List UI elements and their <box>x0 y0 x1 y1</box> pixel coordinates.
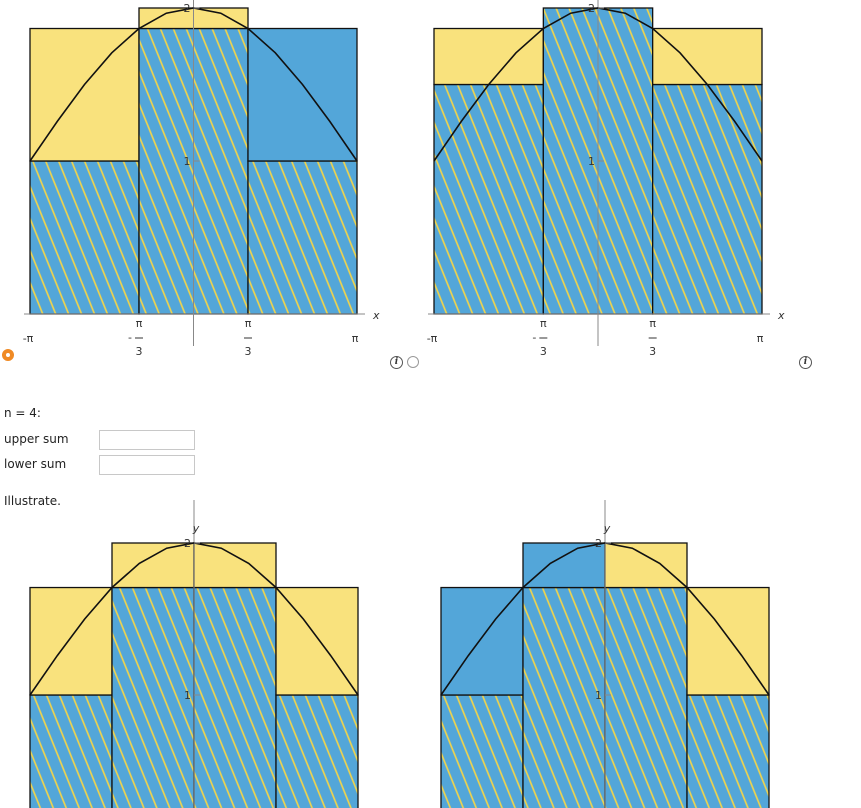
n-label: n = 4: <box>4 406 41 420</box>
rectangle-hatch <box>247 160 358 315</box>
x-tick-den: 3 <box>136 345 143 358</box>
rectangle-hatch <box>433 83 544 315</box>
radio[interactable] <box>407 356 419 368</box>
rectangle-hatch <box>275 694 359 808</box>
graph-upper-left: 12x-ππ3-π3π <box>23 0 380 358</box>
x-tick-sign: - <box>532 331 536 344</box>
x-tick-num: π <box>540 317 547 330</box>
x-axis-label: x <box>372 309 380 322</box>
rectangle-hatch <box>686 694 770 808</box>
y-tick-label: 1 <box>595 689 602 702</box>
rectangle-yellow <box>686 586 770 696</box>
text-input[interactable] <box>99 455 195 475</box>
rectangle-blue <box>247 27 358 162</box>
rectangle-yellow <box>275 586 359 696</box>
x-tick-num: π <box>245 317 252 330</box>
x-tick-num: π <box>136 317 143 330</box>
x-tick-label: π <box>757 332 764 345</box>
radio-dot <box>6 353 10 357</box>
rectangle-blue <box>522 542 606 589</box>
rectangle-hatch <box>440 694 524 808</box>
info-icon[interactable]: i <box>799 356 812 369</box>
rectangle-yellow <box>29 27 140 162</box>
rectangle-yellow <box>111 542 195 589</box>
x-tick-den: 3 <box>540 345 547 358</box>
x-tick-sign: - <box>128 331 132 344</box>
x-tick-label: π <box>352 332 359 345</box>
rectangle-hatch <box>652 83 763 315</box>
y-tick-label: 1 <box>184 155 191 168</box>
y-axis-label: y <box>603 522 611 535</box>
x-tick-label: -π <box>427 332 438 345</box>
rectangle-hatch <box>193 586 277 808</box>
rectangle-hatch <box>29 694 113 808</box>
info-icon[interactable]: i <box>390 356 403 369</box>
rectangle-yellow <box>29 586 113 696</box>
rectangle-yellow <box>433 27 544 86</box>
y-axis-label: y <box>192 522 200 535</box>
graph-lower-left: 1 2y <box>29 500 359 808</box>
graph-lower-right: 1 2y <box>440 500 770 808</box>
y-tick-label: 1 <box>184 689 191 702</box>
x-tick-label: -π <box>23 332 34 345</box>
text-input[interactable] <box>99 430 195 450</box>
y-tick-label: 2 <box>595 537 602 550</box>
field-label: lower sum <box>4 457 67 471</box>
x-tick-den: 3 <box>649 345 656 358</box>
rectangle-hatch <box>522 586 606 808</box>
rectangle-yellow <box>652 27 763 86</box>
y-tick-label: 2 <box>184 2 191 15</box>
rectangle-hatch <box>29 160 140 315</box>
prompt: Illustrate. <box>4 494 61 508</box>
y-tick-label: 1 <box>588 155 595 168</box>
x-tick-den: 3 <box>245 345 252 358</box>
x-axis-label: x <box>777 309 785 322</box>
radio-selected[interactable] <box>2 349 14 361</box>
rectangle-blue <box>440 586 524 696</box>
field-label: upper sum <box>4 432 69 446</box>
rectangle-yellow <box>193 542 277 589</box>
rectangle-hatch <box>604 586 688 808</box>
x-tick-num: π <box>649 317 656 330</box>
rectangle-hatch <box>111 586 195 808</box>
y-tick-label: 2 <box>184 537 191 550</box>
rectangle-yellow <box>604 542 688 589</box>
y-tick-label: 2 <box>588 2 595 15</box>
graph-upper-right: 12x-ππ3-π3π <box>427 0 785 358</box>
